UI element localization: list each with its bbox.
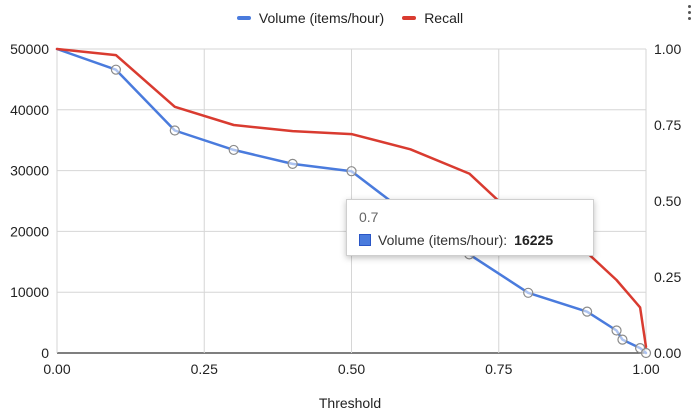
tooltip: 0.7 Volume (items/hour): 16225 xyxy=(346,199,594,256)
data-point-volume xyxy=(287,158,298,170)
legend: Volume (items/hour) Recall xyxy=(0,8,700,28)
data-point-volume xyxy=(640,347,652,359)
x-axis-title: Threshold xyxy=(319,395,381,411)
y-left-tick-label: 10000 xyxy=(10,284,49,300)
x-tick-label: 1.00 xyxy=(632,361,659,377)
tooltip-title: 0.7 xyxy=(359,209,379,225)
y-right-tick-label: 0.25 xyxy=(654,269,681,285)
axes: 0 10000 20000 30000 40000 50000 0.00 0.25 0.50 0.… xyxy=(10,41,681,377)
y-left-tick-label: 0 xyxy=(41,345,49,361)
legend-swatch-volume xyxy=(236,16,251,20)
y-right-tick-label: 1.00 xyxy=(654,41,681,57)
y-left-tick-label: 50000 xyxy=(10,41,49,57)
x-tick-label: 0.25 xyxy=(191,361,218,377)
x-tick-label: 0.75 xyxy=(485,361,512,377)
x-tick-label: 0.50 xyxy=(338,361,365,377)
more-options-icon[interactable] xyxy=(686,2,692,26)
y-right-tick-label: 0.50 xyxy=(654,193,681,209)
legend-item-volume[interactable]: Volume (items/hour) xyxy=(236,10,385,26)
data-point-volume xyxy=(228,144,239,156)
legend-swatch-recall xyxy=(402,16,417,20)
y-left-tick-label: 40000 xyxy=(10,102,49,118)
legend-label-volume: Volume (items/hour) xyxy=(258,10,385,26)
tooltip-swatch xyxy=(359,234,371,246)
tooltip-value: 16225 xyxy=(514,232,554,248)
y-left-tick-label: 30000 xyxy=(10,163,49,179)
tooltip-row: Volume (items/hour): 16225 xyxy=(359,232,581,248)
series-line-recall xyxy=(55,47,648,349)
legend-item-recall[interactable]: Recall xyxy=(402,10,463,26)
data-point-volume xyxy=(611,325,622,336)
x-tick-label: 0.00 xyxy=(43,361,70,377)
legend-label-recall: Recall xyxy=(424,10,464,26)
y-right-tick-label: 0.00 xyxy=(654,345,681,361)
data-point-volume xyxy=(346,166,357,177)
data-point-volume xyxy=(581,306,593,317)
data-point-volume xyxy=(523,287,534,298)
data-point-volume xyxy=(169,125,180,136)
y-left-tick-label: 20000 xyxy=(10,223,49,239)
tooltip-series-label: Volume (items/hour) xyxy=(378,232,504,248)
tooltip-separator: : xyxy=(503,232,508,248)
y-right-tick-label: 0.75 xyxy=(654,117,681,133)
data-point-volume xyxy=(617,334,628,345)
data-point-volume xyxy=(110,64,122,75)
